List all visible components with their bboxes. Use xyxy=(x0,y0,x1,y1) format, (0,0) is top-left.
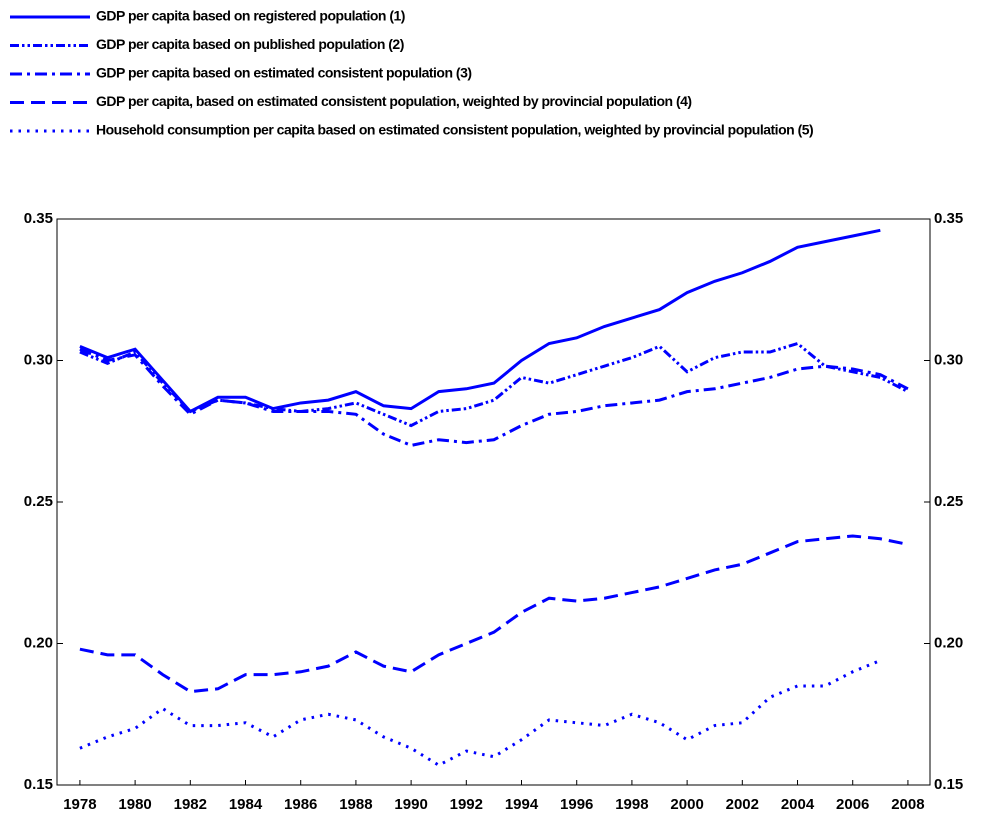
legend-label: GDP per capita based on registered popul… xyxy=(96,8,405,24)
series-line xyxy=(79,659,881,767)
y2-tick-label: 0.25 xyxy=(934,493,963,510)
series-line xyxy=(79,347,909,447)
x-tick-label: 1978 xyxy=(63,796,96,813)
series-line xyxy=(79,534,909,694)
legend-label: GDP per capita based on estimated consis… xyxy=(96,65,472,81)
y-tick-label: 0.20 xyxy=(24,634,53,651)
y-tick-label: 0.35 xyxy=(24,210,53,227)
legend-label: Household consumption per capita based o… xyxy=(96,122,813,138)
y-tick-label: 0.30 xyxy=(24,351,53,368)
series-line xyxy=(79,341,909,428)
series-line xyxy=(79,228,881,414)
y2-tick-label: 0.35 xyxy=(934,210,963,227)
y2-tick-label: 0.30 xyxy=(934,351,963,368)
x-tick-label: 1982 xyxy=(174,796,207,813)
legend-label: GDP per capita based on published popula… xyxy=(96,36,404,52)
y2-tick-label: 0.15 xyxy=(934,776,963,793)
x-tick-label: 1996 xyxy=(560,796,593,813)
plot-frame xyxy=(56,218,931,786)
y-tick-label: 0.25 xyxy=(24,493,53,510)
x-tick-label: 1986 xyxy=(284,796,317,813)
legend-label: GDP per capita, based on estimated consi… xyxy=(96,93,692,109)
x-tick-label: 1990 xyxy=(394,796,427,813)
y2-tick-label: 0.20 xyxy=(934,634,963,651)
x-tick-label: 2002 xyxy=(726,796,759,813)
x-tick-label: 1992 xyxy=(450,796,483,813)
y-tick-label: 0.15 xyxy=(24,776,53,793)
x-tick-label: 1994 xyxy=(505,796,539,813)
x-tick-label: 2006 xyxy=(836,796,869,813)
x-tick-label: 2000 xyxy=(670,796,703,813)
x-tick-label: 1988 xyxy=(339,796,372,813)
x-tick-label: 2004 xyxy=(781,796,815,813)
x-tick-label: 1998 xyxy=(615,796,648,813)
x-tick-label: 1980 xyxy=(118,796,151,813)
x-tick-label: 2008 xyxy=(891,796,924,813)
x-tick-label: 1984 xyxy=(229,796,263,813)
